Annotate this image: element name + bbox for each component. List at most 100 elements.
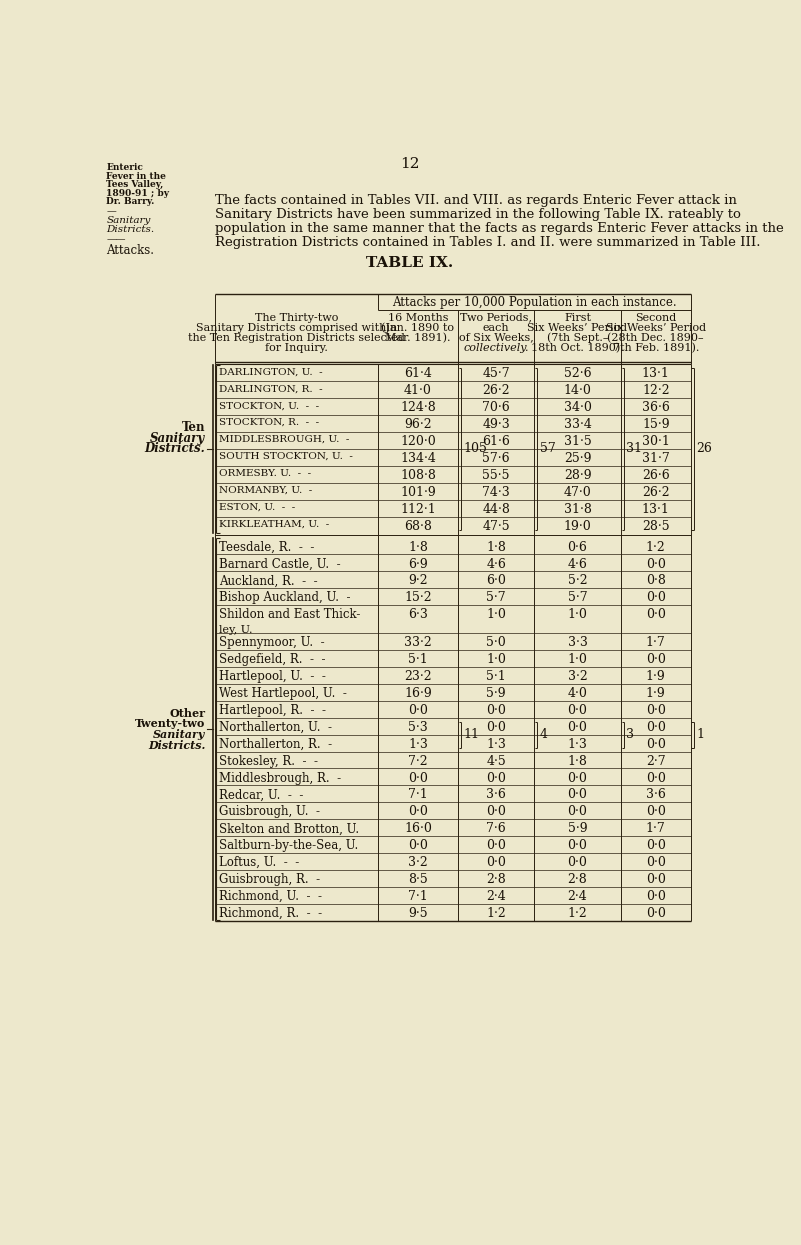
Text: Sanitary: Sanitary xyxy=(107,215,151,224)
Text: Skelton and Brotton, U.: Skelton and Brotton, U. xyxy=(219,823,359,835)
Text: 108·8: 108·8 xyxy=(400,469,436,482)
Text: 1·7: 1·7 xyxy=(646,823,666,835)
Text: 28·5: 28·5 xyxy=(642,519,670,533)
Text: 0·0: 0·0 xyxy=(486,857,506,869)
Text: —: — xyxy=(107,207,116,217)
Text: 30·1: 30·1 xyxy=(642,435,670,448)
Text: 5·1: 5·1 xyxy=(486,670,506,684)
Text: Enteric: Enteric xyxy=(107,163,143,172)
Text: 1·2: 1·2 xyxy=(568,908,587,920)
Text: 0·0: 0·0 xyxy=(486,703,506,717)
Text: 6·9: 6·9 xyxy=(408,558,428,570)
Text: TABLE IX.: TABLE IX. xyxy=(367,255,453,270)
Text: NORMANBY, U.  -: NORMANBY, U. - xyxy=(219,486,312,496)
Text: 61·6: 61·6 xyxy=(482,435,510,448)
Text: for Inquiry.: for Inquiry. xyxy=(265,342,328,352)
Text: of Six Weeks,: of Six Weeks, xyxy=(459,332,533,342)
Text: 49·3: 49·3 xyxy=(482,418,510,431)
Text: 1·3: 1·3 xyxy=(486,738,506,751)
Text: 5·7: 5·7 xyxy=(568,591,587,604)
Text: 0·0: 0·0 xyxy=(568,788,587,802)
Text: Middlesbrough, R.  -: Middlesbrough, R. - xyxy=(219,772,340,784)
Text: 0·0: 0·0 xyxy=(646,703,666,717)
Text: 112·1: 112·1 xyxy=(400,503,436,515)
Text: 0·0: 0·0 xyxy=(408,839,428,853)
Text: Attacks per 10,000 Population in each instance.: Attacks per 10,000 Population in each in… xyxy=(392,296,676,310)
Text: 0·0: 0·0 xyxy=(568,839,587,853)
Text: First: First xyxy=(564,312,591,322)
Text: 3·6: 3·6 xyxy=(646,788,666,802)
Text: 31·8: 31·8 xyxy=(564,503,591,515)
Text: 124·8: 124·8 xyxy=(400,401,436,415)
Text: 31: 31 xyxy=(626,442,642,456)
Text: 5·9: 5·9 xyxy=(486,687,506,700)
Text: (Jan. 1890 to: (Jan. 1890 to xyxy=(381,322,454,334)
Text: 26·2: 26·2 xyxy=(482,385,510,397)
Text: Richmond, U.  -  -: Richmond, U. - - xyxy=(219,890,322,903)
Text: Sanitary Districts have been summarized in the following Table IX. rateably to: Sanitary Districts have been summarized … xyxy=(215,208,741,220)
Text: SOUTH STOCKTON, U.  -: SOUTH STOCKTON, U. - xyxy=(219,452,352,461)
Text: 74·3: 74·3 xyxy=(482,486,510,499)
Text: 16·0: 16·0 xyxy=(404,823,432,835)
Text: each: each xyxy=(483,322,509,332)
Text: collectively.: collectively. xyxy=(464,342,529,352)
Text: 1·8: 1·8 xyxy=(568,754,587,768)
Text: 16·9: 16·9 xyxy=(404,687,432,700)
Text: Districts.: Districts. xyxy=(107,225,155,234)
Text: (7th Sept.–: (7th Sept.– xyxy=(547,332,608,344)
Text: 0·0: 0·0 xyxy=(646,772,666,784)
Text: 13·1: 13·1 xyxy=(642,367,670,380)
Text: Tees Valley,: Tees Valley, xyxy=(107,181,163,189)
Text: 33·4: 33·4 xyxy=(564,418,591,431)
Text: 41·0: 41·0 xyxy=(404,385,432,397)
Text: 3·2: 3·2 xyxy=(568,670,587,684)
Text: 0·0: 0·0 xyxy=(486,806,506,818)
Text: 25·9: 25·9 xyxy=(564,452,591,466)
Text: 1·3: 1·3 xyxy=(568,738,587,751)
Text: 0·0: 0·0 xyxy=(646,873,666,886)
Text: 0·0: 0·0 xyxy=(486,839,506,853)
Text: 44·8: 44·8 xyxy=(482,503,510,515)
Text: 5·2: 5·2 xyxy=(568,574,587,588)
Text: Hartlepool, R.  -  -: Hartlepool, R. - - xyxy=(219,703,326,717)
Text: 14·0: 14·0 xyxy=(564,385,591,397)
Text: Redcar, U.  -  -: Redcar, U. - - xyxy=(219,788,303,802)
Text: 7th Feb. 1891).: 7th Feb. 1891). xyxy=(613,342,699,354)
Text: 4·5: 4·5 xyxy=(486,754,506,768)
Text: Barnard Castle, U.  -: Barnard Castle, U. - xyxy=(219,558,340,570)
Text: 19·0: 19·0 xyxy=(564,519,591,533)
Text: 0·0: 0·0 xyxy=(646,839,666,853)
Text: Other: Other xyxy=(170,707,206,718)
Text: 12·2: 12·2 xyxy=(642,385,670,397)
Text: 3: 3 xyxy=(626,728,634,741)
Text: 1·8: 1·8 xyxy=(486,540,506,554)
Text: 34·0: 34·0 xyxy=(564,401,591,415)
Text: Fever in the: Fever in the xyxy=(107,172,166,181)
Text: 6·3: 6·3 xyxy=(408,609,428,621)
Text: 0·0: 0·0 xyxy=(646,806,666,818)
Text: 0·0: 0·0 xyxy=(486,721,506,733)
Text: Districts.: Districts. xyxy=(145,442,206,456)
Text: 0·0: 0·0 xyxy=(646,558,666,570)
Text: Sanitary: Sanitary xyxy=(153,730,206,740)
Text: 2·8: 2·8 xyxy=(486,873,506,886)
Text: 26·6: 26·6 xyxy=(642,469,670,482)
Text: 36·6: 36·6 xyxy=(642,401,670,415)
Text: The Thirty-two: The Thirty-two xyxy=(255,312,338,322)
Text: Loftus, U.  -  -: Loftus, U. - - xyxy=(219,857,299,869)
Text: Hartlepool, U.  -  -: Hartlepool, U. - - xyxy=(219,670,325,684)
Text: 101·9: 101·9 xyxy=(400,486,436,499)
Text: Teesdale, R.  -  -: Teesdale, R. - - xyxy=(219,540,314,554)
Text: 1·2: 1·2 xyxy=(486,908,506,920)
Text: 3·6: 3·6 xyxy=(486,788,506,802)
Text: 0·0: 0·0 xyxy=(568,857,587,869)
Text: 1·7: 1·7 xyxy=(646,636,666,649)
Text: 23·2: 23·2 xyxy=(404,670,432,684)
Text: 1·2: 1·2 xyxy=(646,540,666,554)
Text: 33·2: 33·2 xyxy=(404,636,432,649)
Text: Guisbrough, U.  -: Guisbrough, U. - xyxy=(219,806,320,818)
Text: Northallerton, R.  -: Northallerton, R. - xyxy=(219,738,332,751)
Text: STOCKTON, U.  -  -: STOCKTON, U. - - xyxy=(219,401,319,410)
Text: 57·6: 57·6 xyxy=(482,452,510,466)
Text: Saltburn-by-the-Sea, U.: Saltburn-by-the-Sea, U. xyxy=(219,839,358,853)
